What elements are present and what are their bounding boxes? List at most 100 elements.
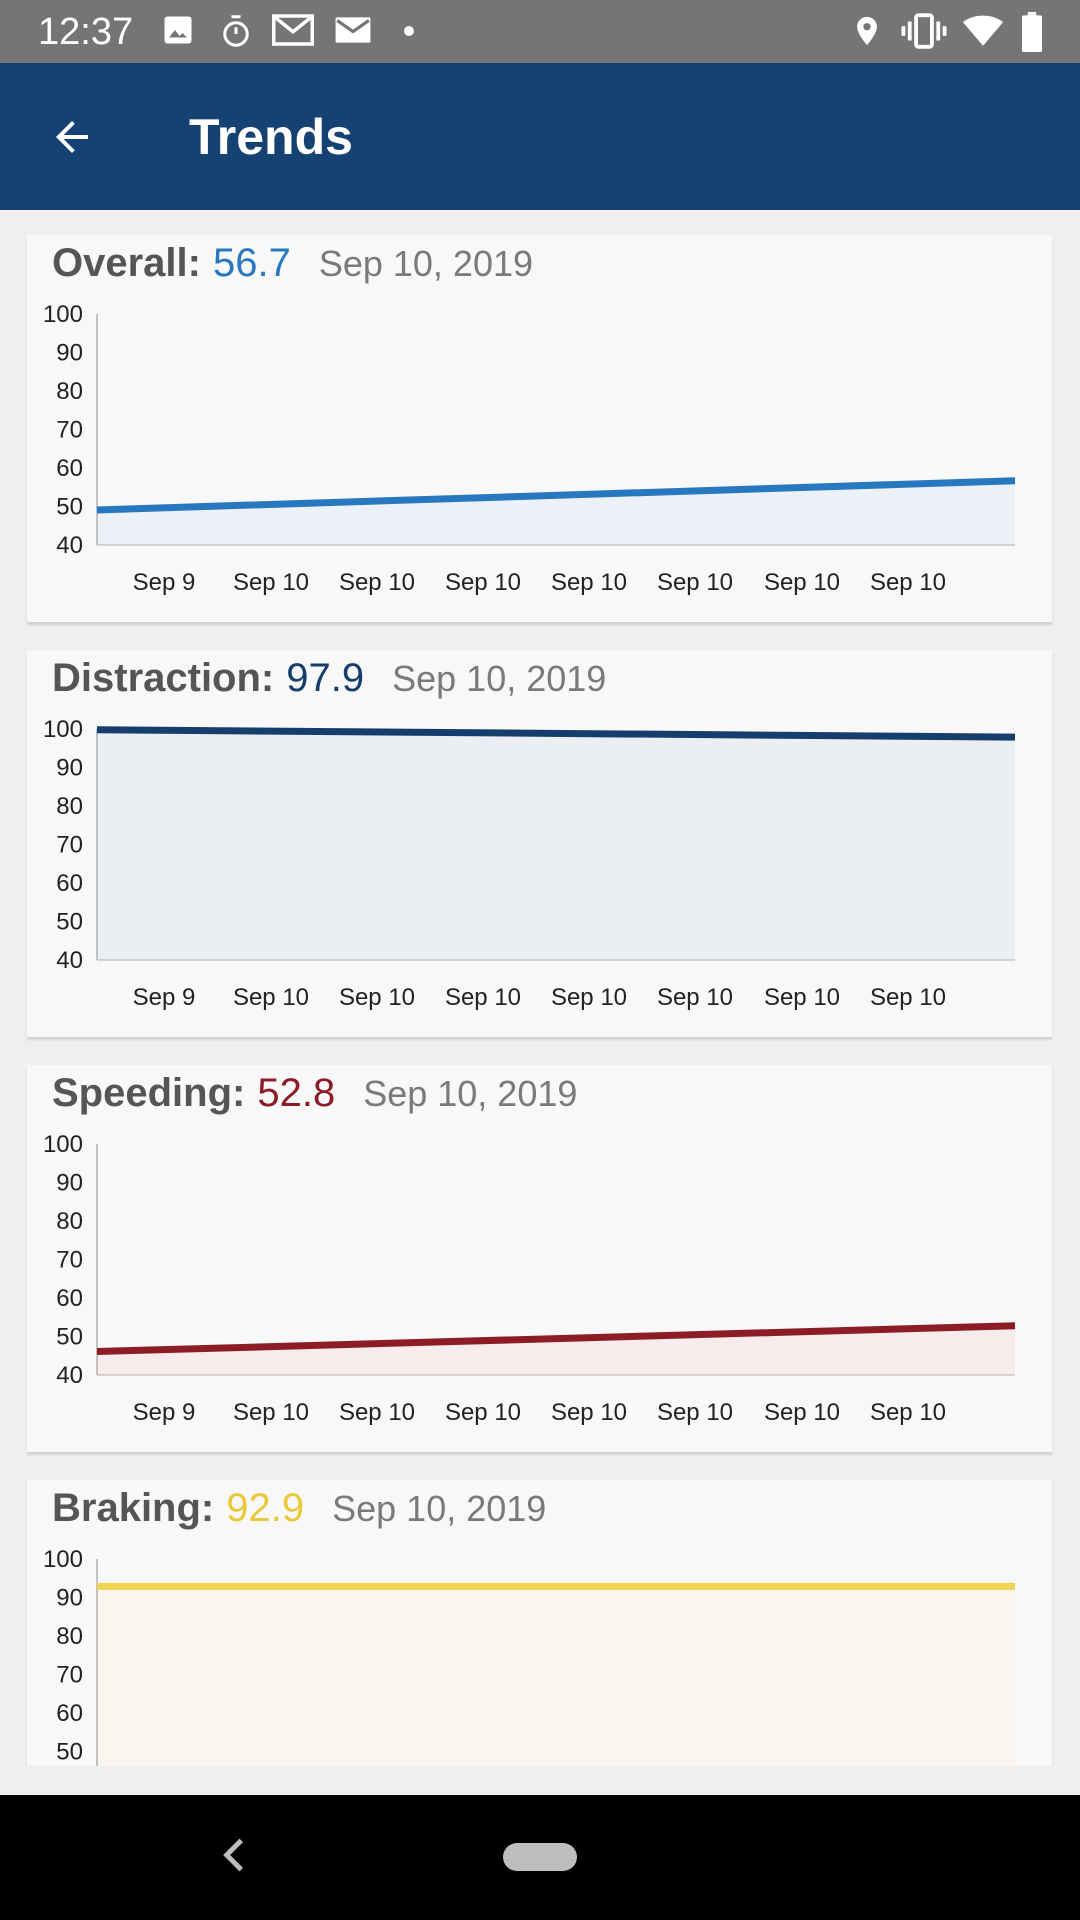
x-tick-label: Sep 10: [339, 569, 415, 596]
distraction-card: Distraction: 97.9 Sep 10, 2019 100 90 80 70…: [27, 650, 1052, 1037]
mail-icon: [335, 17, 371, 43]
gmail-icon: [272, 14, 314, 46]
stopwatch-icon: [223, 15, 249, 47]
y-tick-label: 50: [56, 494, 83, 521]
card-header: Speeding: 52.8 Sep 10, 2019: [52, 1071, 577, 1131]
metric-label: Braking:: [52, 1486, 215, 1530]
metric-value: 97.9: [286, 656, 365, 700]
y-tick-label: 50: [56, 1739, 83, 1766]
speeding-card: Speeding: 52.8 Sep 10, 2019 100 90 80 70 60 5…: [27, 1065, 1052, 1452]
y-tick-label: 50: [56, 909, 83, 936]
card-header: Braking: 92.9 Sep 10, 2019: [52, 1486, 546, 1546]
status-time: 12:37: [38, 11, 134, 53]
metric-label: Distraction:: [52, 656, 275, 700]
status-bar: 12:37: [0, 0, 1080, 63]
x-tick-label: Sep 10: [551, 1399, 627, 1426]
app-bar: Trends: [0, 63, 1080, 210]
braking-card: Braking: 92.9 Sep 10, 2019 100 90 80 70 60 50…: [27, 1480, 1052, 1766]
chart-area: [97, 729, 1015, 960]
x-tick-label: Sep 10: [233, 984, 309, 1011]
x-tick-label: Sep 10: [445, 569, 521, 596]
metric-date: Sep 10, 2019: [332, 1488, 547, 1529]
y-tick-label: 50: [56, 1324, 83, 1351]
y-tick-label: 60: [56, 870, 83, 897]
chart-area: [97, 480, 1015, 545]
chart-area: [97, 1325, 1015, 1375]
back-button[interactable]: [30, 101, 114, 173]
y-tick-label: 100: [43, 1550, 83, 1573]
distraction-chart: 100 90 80 70 60 50 40 Sep 9 Sep 10 Sep 10 Sep 10 Se…: [43, 720, 1016, 1011]
y-tick-label: 90: [56, 755, 83, 782]
series-line: [96, 1322, 1016, 1356]
y-tick-label: 60: [56, 455, 83, 482]
y-tick-label: 100: [43, 720, 83, 743]
chart-area: [97, 1586, 1015, 1766]
y-tick-label: 60: [56, 1700, 83, 1727]
image-icon: [164, 16, 192, 44]
y-tick-label: 70: [56, 832, 83, 859]
x-tick-label: Sep 10: [657, 1399, 733, 1426]
y-tick-label: 40: [56, 532, 83, 559]
x-tick-label: Sep 10: [551, 984, 627, 1011]
x-tick-label: Sep 9: [133, 569, 196, 596]
x-tick-label: Sep 10: [764, 569, 840, 596]
x-tick-label: Sep 10: [445, 1399, 521, 1426]
arrow-back-icon: [56, 121, 88, 153]
series-line: [96, 477, 1016, 514]
dot-icon: [404, 26, 414, 36]
x-tick-label: Sep 10: [870, 569, 946, 596]
metric-label: Speeding:: [52, 1071, 246, 1115]
y-tick-label: 80: [56, 1623, 83, 1650]
y-tick-label: 100: [43, 1135, 83, 1158]
x-tick-label: Sep 10: [764, 1399, 840, 1426]
x-tick-label: Sep 10: [233, 1399, 309, 1426]
trends-list[interactable]: Overall: 56.7 Sep 10, 2019 100 90 80 70 60 50…: [0, 210, 1080, 1766]
metric-date: Sep 10, 2019: [318, 243, 534, 284]
y-tick-label: 100: [43, 305, 83, 328]
y-tick-label: 80: [56, 378, 83, 405]
metric-value: 56.7: [212, 241, 291, 285]
nav-home-pill[interactable]: [503, 1843, 577, 1871]
x-tick-label: Sep 10: [870, 1399, 946, 1426]
overall-card: Overall: 56.7 Sep 10, 2019 100 90 80 70 60 50…: [27, 235, 1052, 622]
wifi-icon: [962, 15, 1004, 46]
x-tick-label: Sep 10: [339, 1399, 415, 1426]
x-tick-label: Sep 10: [657, 984, 733, 1011]
card-header: Distraction: 97.9 Sep 10, 2019: [52, 656, 606, 716]
metric-label: Overall:: [52, 241, 201, 285]
y-tick-label: 90: [56, 340, 83, 367]
metric-date: Sep 10, 2019: [363, 1073, 578, 1114]
metric-value: 92.9: [226, 1486, 305, 1530]
y-tick-label: 70: [56, 1662, 83, 1689]
y-tick-label: 80: [56, 793, 83, 820]
nav-back-icon[interactable]: [210, 1830, 260, 1880]
x-tick-label: Sep 10: [551, 569, 627, 596]
y-tick-label: 90: [56, 1585, 83, 1612]
x-tick-label: Sep 10: [445, 984, 521, 1011]
y-tick-label: 40: [56, 947, 83, 974]
x-tick-label: Sep 10: [339, 984, 415, 1011]
metric-date: Sep 10, 2019: [392, 658, 607, 699]
x-tick-label: Sep 10: [233, 569, 309, 596]
x-tick-label: Sep 10: [870, 984, 946, 1011]
location-icon: [857, 16, 877, 46]
x-tick-label: Sep 9: [133, 984, 196, 1011]
x-tick-label: Sep 9: [133, 1399, 196, 1426]
y-tick-label: 40: [56, 1362, 83, 1389]
card-header: Overall: 56.7 Sep 10, 2019: [52, 241, 533, 301]
y-tick-label: 80: [56, 1208, 83, 1235]
x-tick-label: Sep 10: [657, 569, 733, 596]
page-title: Trends: [189, 109, 353, 165]
metric-value: 52.8: [257, 1071, 336, 1115]
series-line: [96, 726, 1016, 741]
y-tick-label: 70: [56, 417, 83, 444]
x-tick-label: Sep 10: [764, 984, 840, 1011]
y-tick-label: 60: [56, 1285, 83, 1312]
y-tick-label: 70: [56, 1247, 83, 1274]
y-tick-label: 90: [56, 1170, 83, 1197]
speeding-chart: 100 90 80 70 60 50 40 Sep 9 Sep 10 Sep 10 Sep 10 Se…: [43, 1135, 1016, 1426]
vibrate-icon: [901, 13, 947, 49]
overall-chart: 100 90 80 70 60 50 40 Sep 9 Sep 10 Sep 10 Sep 10 Se…: [43, 305, 1016, 596]
battery-icon: [1022, 12, 1042, 52]
